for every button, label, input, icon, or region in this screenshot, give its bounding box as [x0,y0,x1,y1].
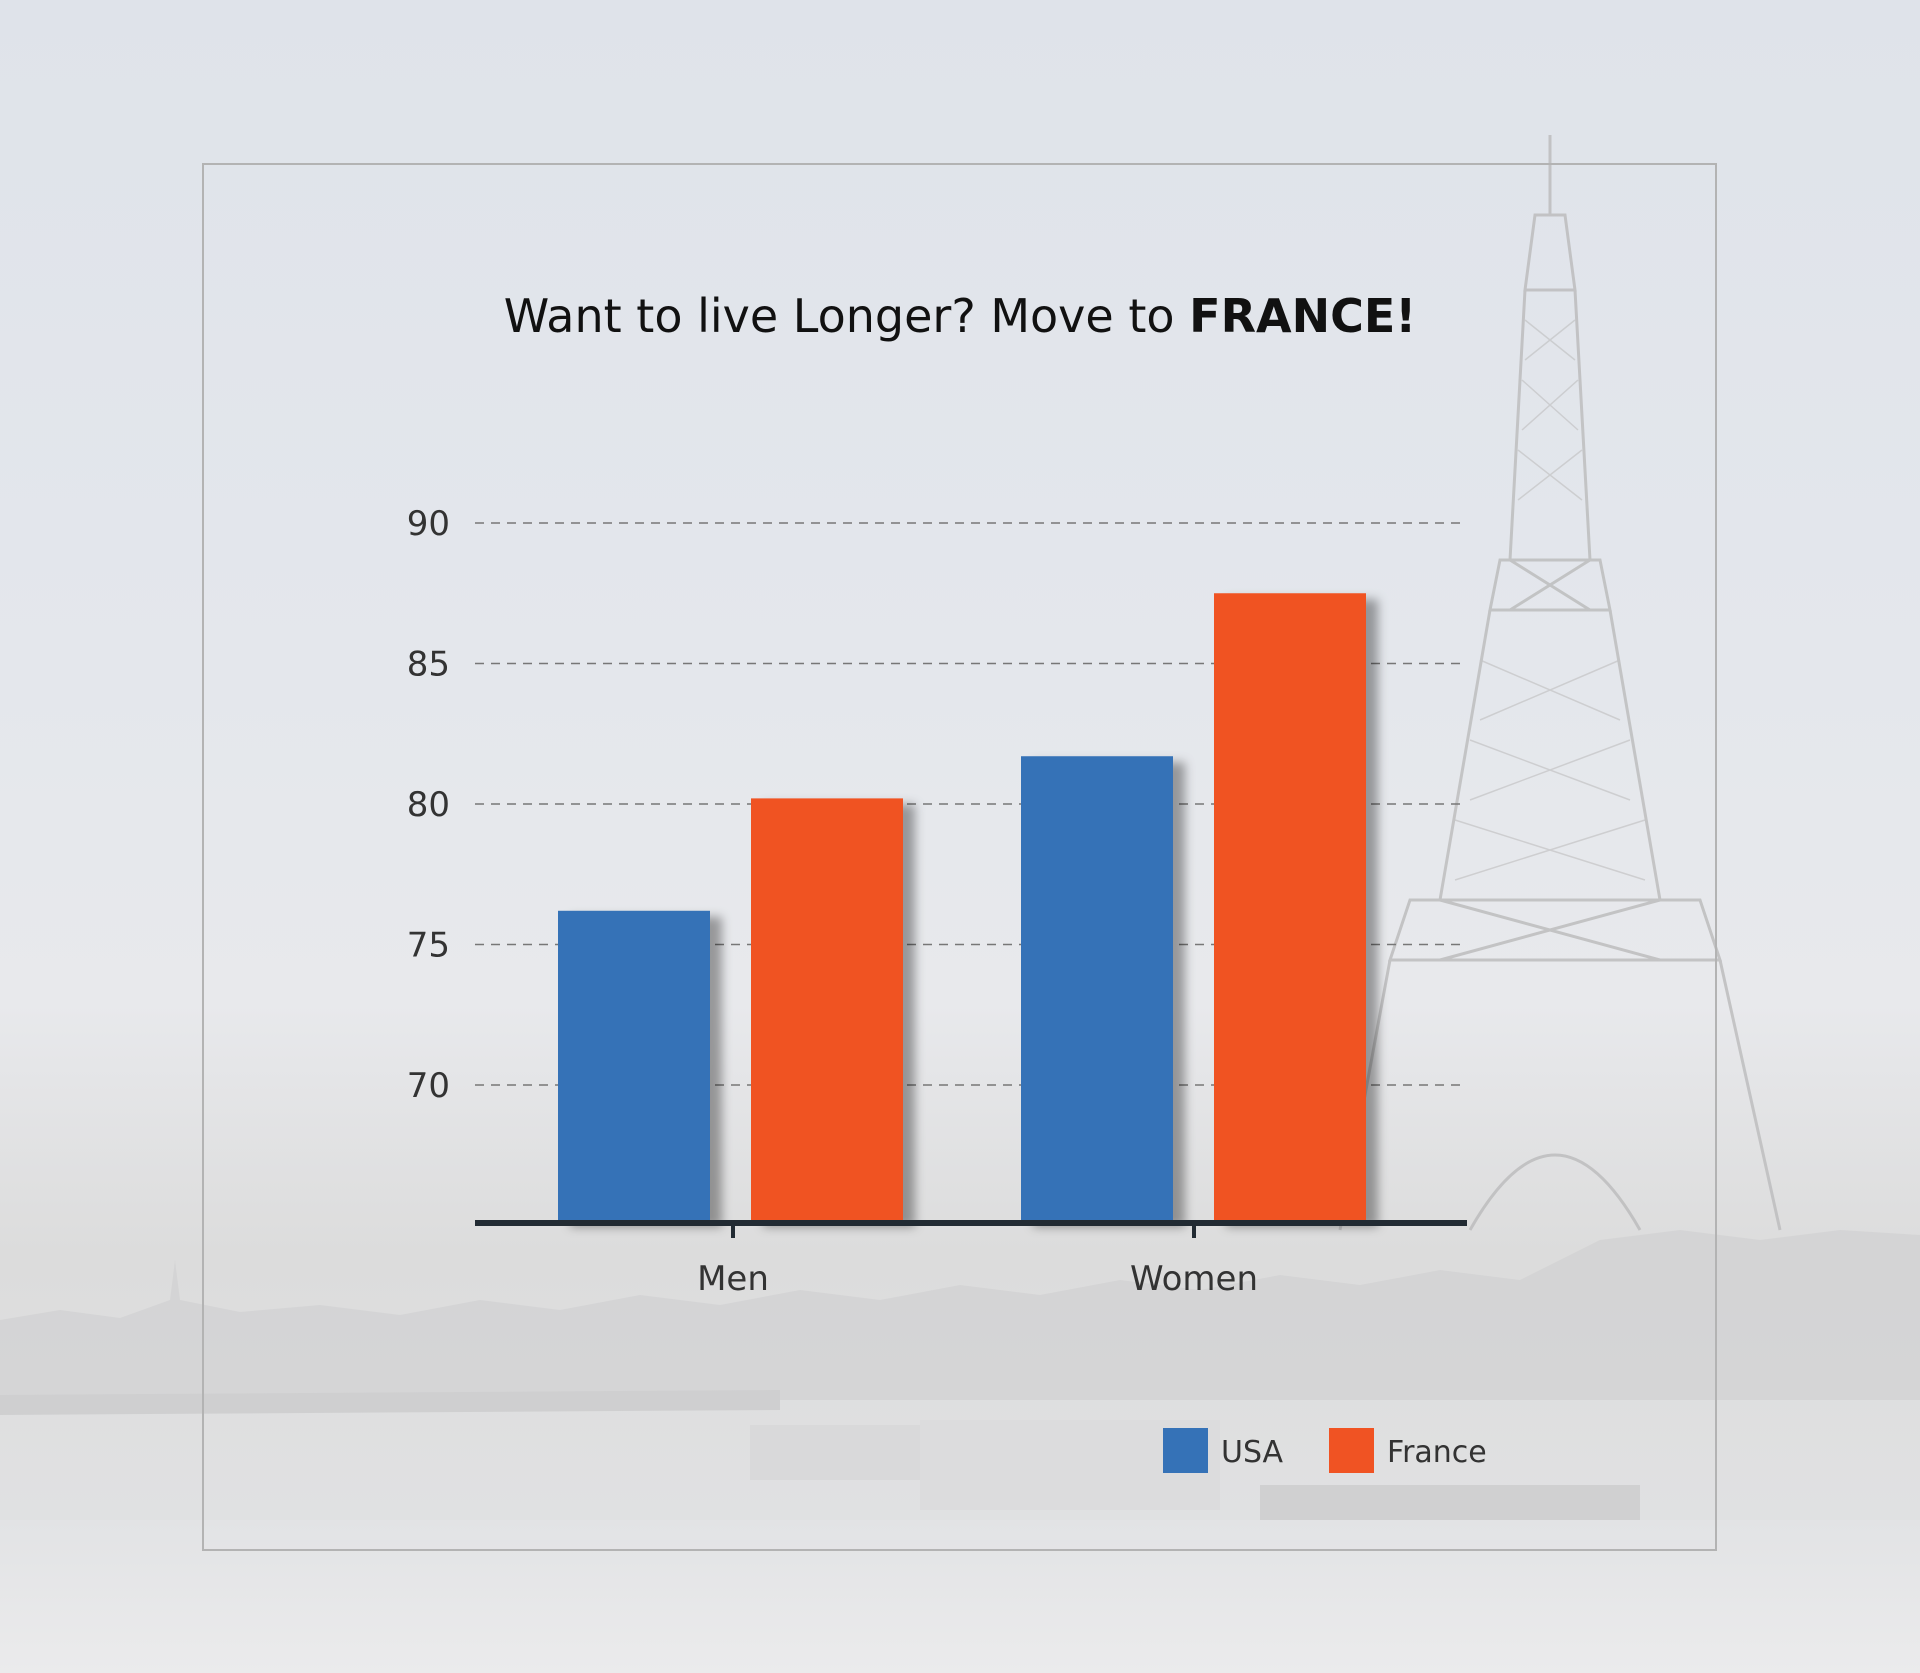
y-tick-label-75: 75 [407,926,450,966]
chart-title: Want to live Longer? Move to FRANCE! [504,289,1417,343]
x-tick-label-men: Men [697,1259,769,1299]
legend-label-usa: USA [1221,1435,1284,1470]
legend-label-france: France [1387,1435,1487,1470]
y-axis-ticks: 70 75 80 85 90 [407,504,450,1106]
chart-frame [202,163,1717,1551]
y-tick-label-85: 85 [407,645,450,685]
y-tick-label-90: 90 [407,504,450,544]
bar-usa-women [1021,756,1173,1221]
bar-usa-men [558,910,710,1221]
legend-swatch-usa [1163,1428,1208,1473]
chart-title-part-1: Want to live Longer? Move to [504,289,1189,343]
legend: USA France [1163,1428,1487,1473]
x-tick-label-women: Women [1130,1259,1258,1299]
y-tick-label-70: 70 [407,1066,450,1106]
bar-france-women [1214,593,1366,1221]
y-tick-label-80: 80 [407,785,450,825]
bars [558,593,1366,1221]
x-axis-ticks: Men Women [697,1223,1258,1299]
legend-swatch-france [1329,1428,1374,1473]
chart-title-part-2: FRANCE! [1189,289,1416,343]
bar-france-men [751,798,903,1221]
